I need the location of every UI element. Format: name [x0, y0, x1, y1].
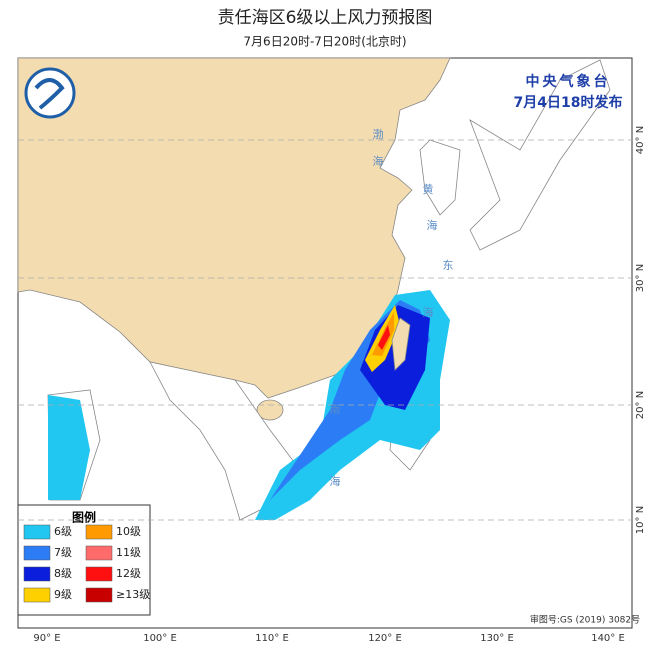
credit: 审图号:GS (2019) 3082号 — [530, 614, 640, 626]
legend-label: 6级 — [54, 525, 72, 538]
longitude-label: 100° E — [143, 633, 177, 644]
agency: 中央气象台 — [526, 73, 611, 90]
sea-label: 黄 — [423, 182, 434, 196]
sea-label: 南 — [330, 403, 341, 416]
sea-label: 渤 — [373, 128, 384, 141]
legend-swatch — [23, 566, 51, 582]
legend-title: 图例 — [72, 510, 96, 525]
legend-swatch — [85, 566, 113, 582]
legend-swatch — [23, 545, 51, 561]
logo — [24, 67, 76, 119]
longitude-label: 90° E — [33, 633, 60, 644]
legend-swatch — [23, 524, 51, 540]
legend-label: 8级 — [54, 567, 72, 580]
longitude-label: 140° E — [591, 633, 625, 644]
sea-label: 东 — [443, 259, 454, 272]
title: 责任海区6级以上风力预报图 — [218, 8, 433, 28]
legend-swatch — [85, 545, 113, 561]
sea-label: 海 — [423, 305, 434, 319]
longitude-label: 130° E — [480, 633, 514, 644]
legend-swatch — [23, 587, 51, 603]
sea-label: 海 — [427, 218, 438, 232]
latitude-label: 40° N — [635, 126, 646, 154]
legend-label: 10级 — [116, 525, 141, 538]
latitude-label: 30° N — [635, 264, 646, 292]
legend-swatch — [85, 587, 113, 603]
latitude-label: 10° N — [635, 506, 646, 534]
sea-label: 海 — [373, 154, 384, 168]
sea-label: 海 — [330, 474, 341, 488]
legend-label: 12级 — [116, 567, 141, 580]
legend-label: 7级 — [54, 546, 72, 559]
legend-label: 11级 — [116, 546, 141, 559]
latitude-label: 20° N — [635, 391, 646, 419]
legend-label: ≥13级 — [116, 588, 150, 601]
subtitle: 7月6日20时-7日20时(北京时) — [243, 35, 406, 49]
legend-swatch — [85, 524, 113, 540]
longitude-label: 110° E — [255, 633, 289, 644]
legend-label: 9级 — [54, 588, 72, 601]
longitude-label: 120° E — [368, 633, 402, 644]
issue-time: 7月4日18时发布 — [514, 94, 623, 111]
